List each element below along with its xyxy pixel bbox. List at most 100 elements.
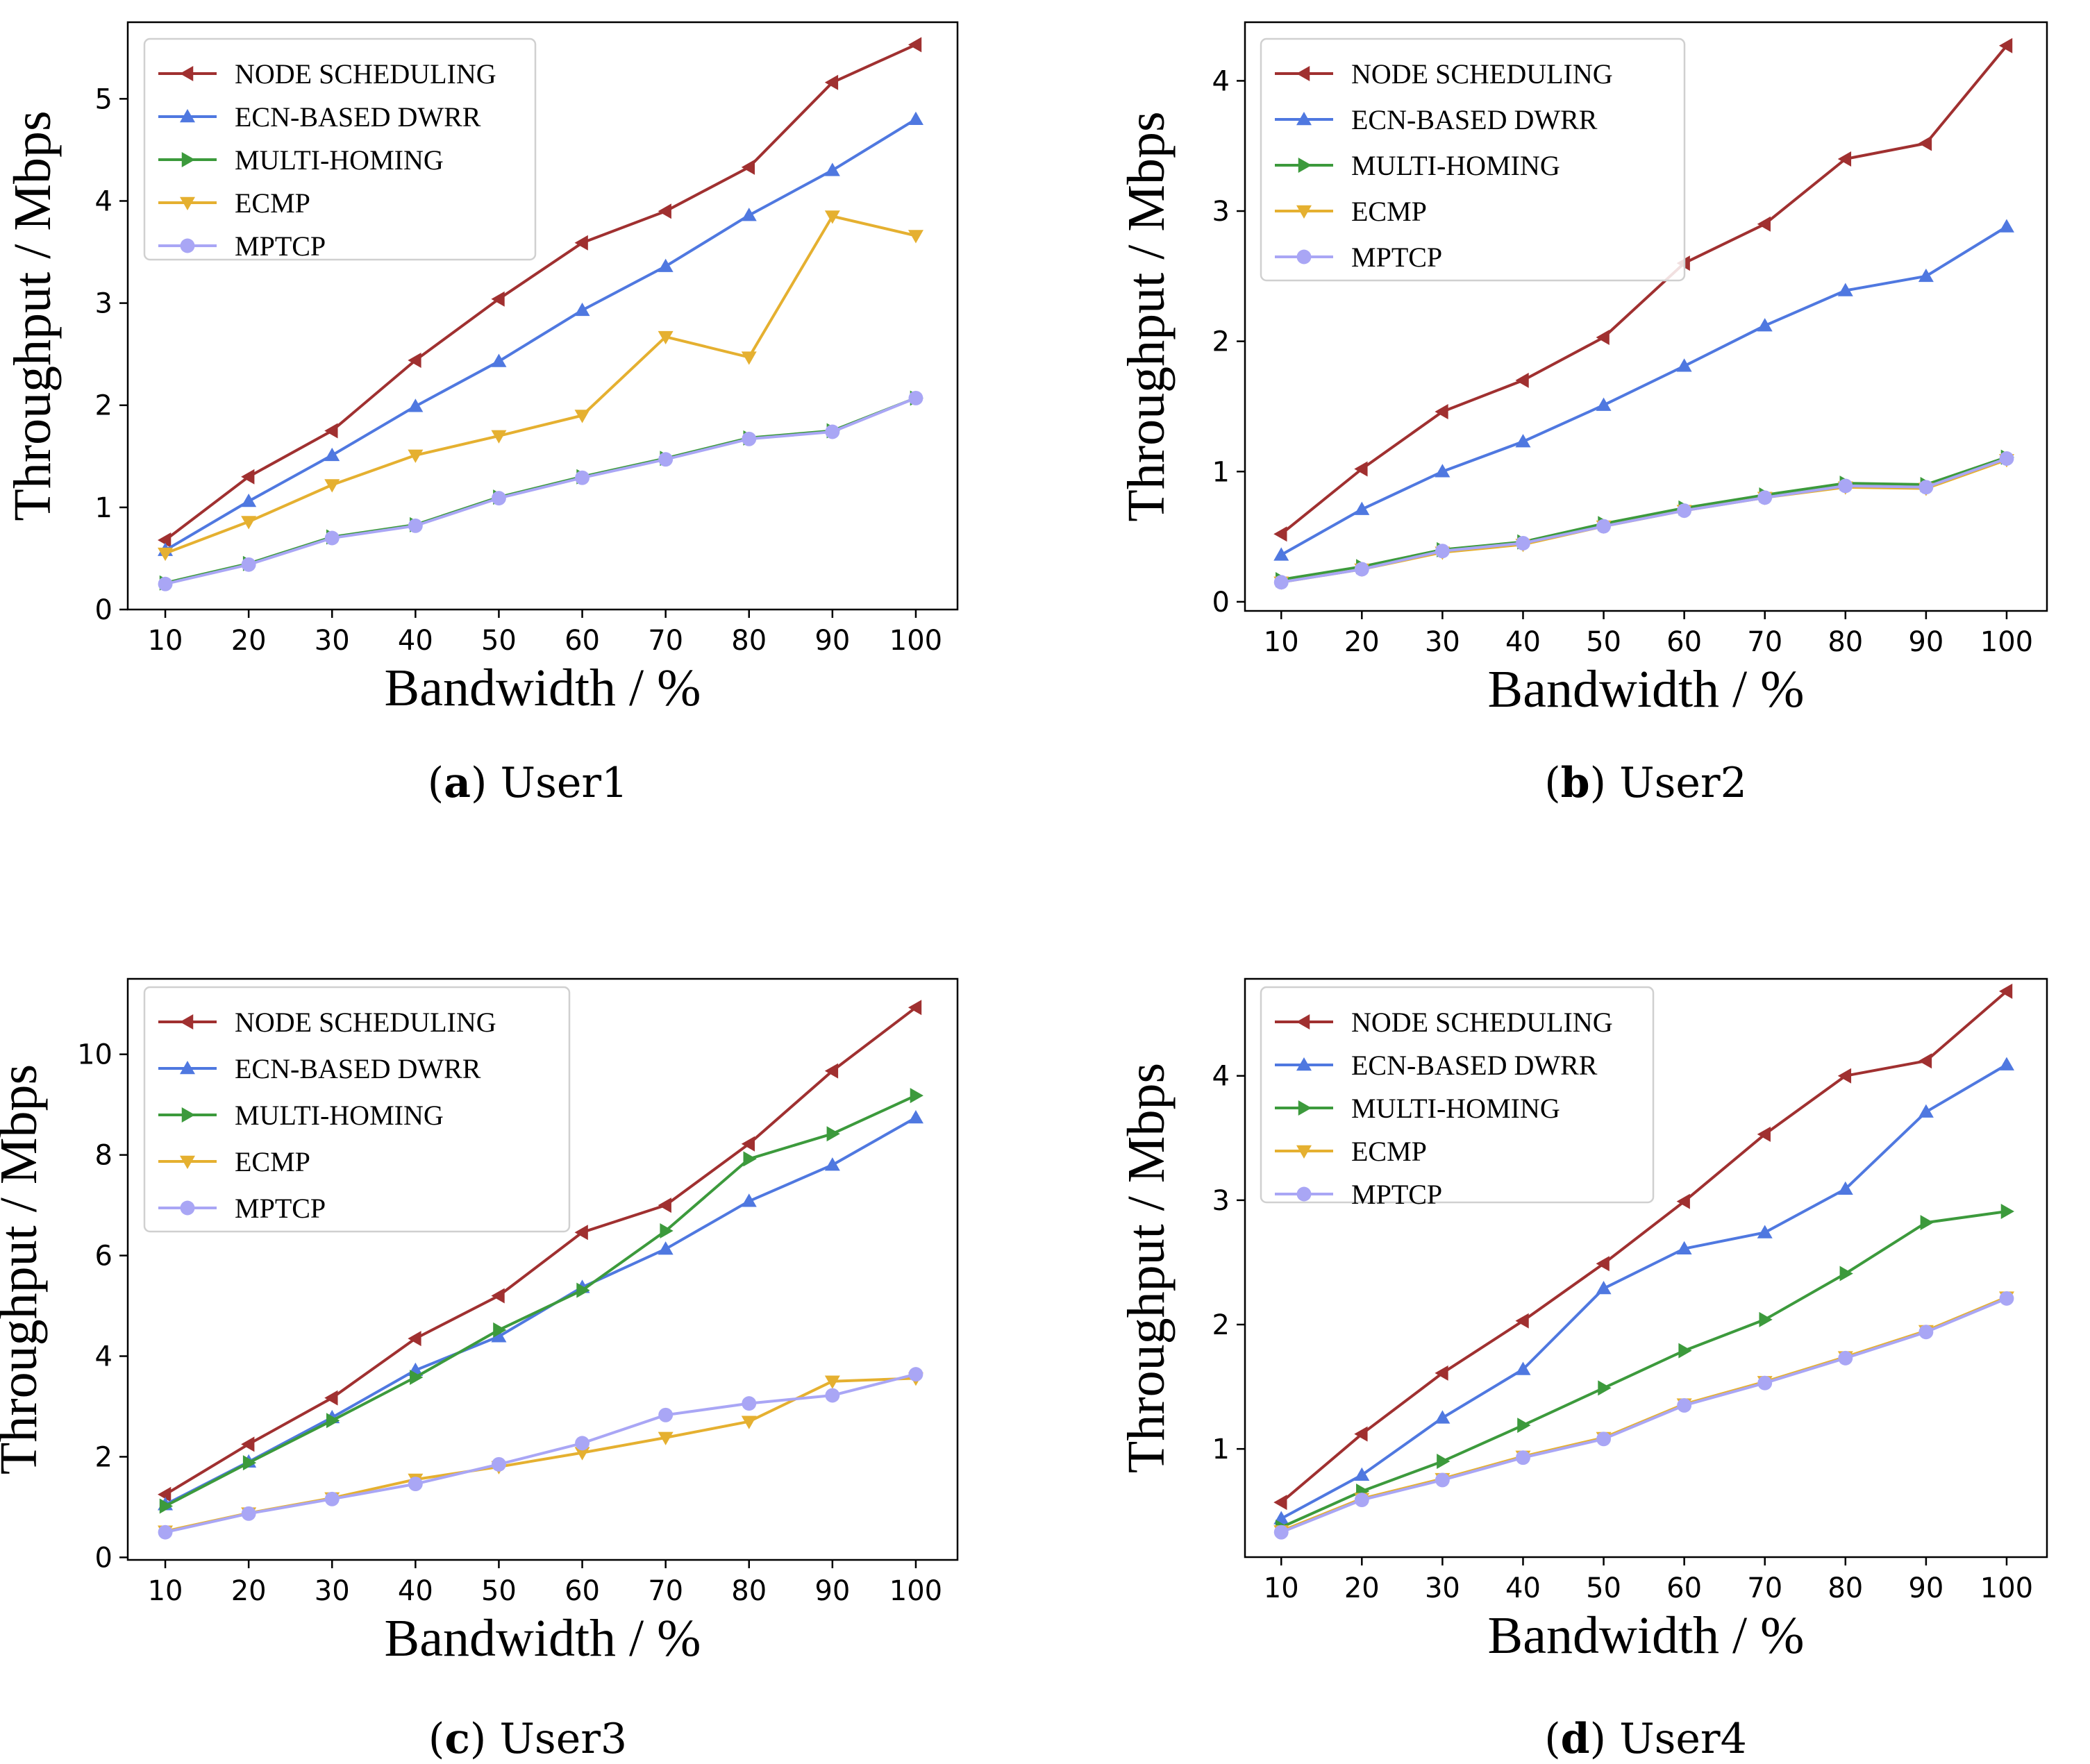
data-point	[324, 447, 340, 462]
series-line	[165, 1094, 917, 1508]
legend-marker	[180, 1155, 195, 1169]
data-point	[324, 479, 340, 493]
y-tick-label: 3	[1212, 1185, 1230, 1217]
data-point	[1838, 1350, 1853, 1366]
data-point	[743, 1151, 757, 1167]
legend-label: ECN-BASED DWRR	[235, 1053, 481, 1084]
data-point	[1918, 1053, 1932, 1069]
data-point	[1999, 451, 2014, 466]
data-point	[1837, 283, 1853, 296]
series-line	[1280, 1063, 2008, 1520]
data-point	[824, 162, 840, 176]
legend-marker	[180, 109, 195, 123]
series-line	[1280, 1297, 2007, 1534]
data-point	[658, 1241, 674, 1255]
x-tick-label: 20	[1344, 1572, 1380, 1604]
x-tick-label: 60	[565, 1575, 600, 1607]
data-point	[1918, 1104, 1934, 1118]
series-ecn-based-dwrr	[1273, 1057, 2014, 1524]
chart-panel-c: 10 20 30 40 50 60 70 80 90 100 0 2 4 6 8 10 Bandwidth / …	[0, 977, 959, 1763]
legend-box	[1260, 986, 1655, 1204]
x-tick-label: 90	[1908, 626, 1943, 658]
legend-marker	[1298, 1100, 1312, 1116]
data-point	[408, 518, 423, 533]
legend-label: MULTI-HOMING	[1351, 1093, 1560, 1124]
data-point	[241, 469, 255, 485]
data-point	[1596, 1281, 1612, 1295]
y-tick-label: 10	[77, 1039, 112, 1071]
data-point	[241, 557, 256, 572]
data-point	[658, 330, 674, 345]
data-point	[1676, 358, 1692, 372]
x-tick-label: 70	[648, 625, 683, 657]
data-point	[1516, 1450, 1530, 1465]
data-point	[1837, 1068, 1852, 1084]
x-tick-label: 50	[1586, 626, 1621, 658]
data-point	[908, 230, 923, 244]
y-tick-label: 8	[95, 1140, 112, 1172]
x-tick-label: 50	[1586, 1572, 1621, 1604]
data-point	[658, 452, 674, 467]
y-tick-label: 3	[1212, 196, 1230, 228]
y-tick-label: 2	[95, 390, 112, 422]
data-point	[491, 1288, 505, 1304]
legend-label: MULTI-HOMING	[235, 1100, 444, 1131]
data-point	[741, 208, 757, 221]
x-tick-label: 60	[1666, 1572, 1702, 1604]
y-tick-label: 1	[1212, 456, 1230, 488]
y-axis-title: Throughput / Mbps	[1117, 111, 1176, 521]
series-mptcp	[158, 390, 923, 591]
x-tick-label: 90	[814, 1575, 850, 1607]
x-tick-label: 30	[315, 1575, 350, 1607]
data-point	[1354, 1467, 1370, 1481]
data-point	[908, 37, 922, 53]
data-point	[324, 423, 338, 439]
legend-marker	[1296, 1014, 1310, 1030]
data-point	[1757, 216, 1771, 232]
data-point	[1596, 1431, 1612, 1447]
y-tick-label: 0	[95, 594, 112, 626]
x-tick-label: 100	[889, 625, 942, 657]
series-line	[1280, 1210, 2007, 1529]
legend-marker	[1298, 158, 1312, 173]
y-tick-label: 0	[1212, 587, 1230, 619]
data-point	[1354, 562, 1369, 577]
data-point	[1678, 1343, 1692, 1359]
y-tick-label: 2	[1212, 326, 1230, 358]
x-tick-label: 90	[814, 625, 850, 657]
data-point	[1998, 1057, 2014, 1070]
legend-label: MPTCP	[235, 1193, 326, 1224]
series-line	[165, 396, 917, 586]
data-point	[408, 398, 424, 412]
data-point	[241, 516, 257, 530]
data-point	[908, 1000, 922, 1016]
legend-marker	[1296, 66, 1310, 81]
x-tick-label: 80	[731, 625, 767, 657]
x-tick-label: 30	[1425, 1572, 1460, 1604]
x-tick-label: 10	[1264, 1572, 1299, 1604]
data-point	[491, 491, 506, 506]
x-tick-label: 60	[1666, 626, 1702, 658]
data-point	[1435, 1365, 1448, 1381]
plot-frame	[1244, 21, 2048, 612]
data-point	[1435, 544, 1450, 559]
data-point	[658, 1407, 674, 1422]
legend-label: MPTCP	[1351, 242, 1442, 273]
y-tick-label: 5	[95, 83, 112, 115]
series-node-scheduling	[1273, 983, 2013, 1511]
data-point	[741, 1193, 757, 1207]
data-point	[1677, 503, 1692, 518]
data-point	[158, 532, 172, 548]
x-tick-label: 100	[889, 1575, 942, 1607]
legend: NODE SCHEDULING ECN-BASED DWRR MULTI-HOMIN…	[143, 986, 571, 1233]
x-tick-label: 100	[1980, 1572, 2033, 1604]
legend-box	[143, 37, 537, 261]
legend-box	[1260, 37, 1686, 282]
series-line	[165, 1116, 917, 1506]
data-point	[1757, 1126, 1771, 1142]
x-tick-label: 30	[1425, 626, 1460, 658]
series-mptcp	[1273, 451, 2014, 590]
data-point	[1437, 1454, 1451, 1470]
data-point	[825, 1388, 840, 1403]
data-point	[824, 1375, 840, 1389]
